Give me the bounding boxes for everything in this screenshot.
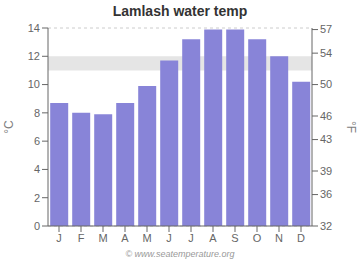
svg-text:39: 39: [320, 165, 332, 177]
svg-text:46: 46: [320, 110, 332, 122]
svg-text:S: S: [231, 232, 238, 244]
svg-text:10: 10: [28, 78, 40, 90]
svg-text:M: M: [142, 232, 151, 244]
svg-text:D: D: [297, 232, 305, 244]
svg-text:O: O: [253, 232, 262, 244]
svg-text:M: M: [98, 232, 107, 244]
svg-text:4: 4: [34, 163, 40, 175]
svg-text:43: 43: [320, 133, 332, 145]
html-text:© www.seatemperature.org: © www.seatemperature.org: [125, 249, 235, 259]
svg-text:50: 50: [320, 78, 332, 90]
svg-text:F: F: [78, 232, 85, 244]
svg-text:12: 12: [28, 50, 40, 62]
svg-text:J: J: [166, 232, 172, 244]
svg-text:°C: °C: [8, 120, 16, 134]
html-text:Lamlash water temp: Lamlash water temp: [112, 3, 248, 19]
svg-text:A: A: [209, 232, 217, 244]
svg-text:2: 2: [34, 192, 40, 204]
svg-text:32: 32: [320, 220, 332, 232]
svg-text:0: 0: [34, 220, 40, 232]
svg-text:J: J: [188, 232, 194, 244]
svg-text:6: 6: [34, 135, 40, 147]
svg-text:54: 54: [320, 47, 332, 59]
svg-text:14: 14: [28, 22, 40, 34]
svg-text:A: A: [121, 232, 129, 244]
svg-text:36: 36: [320, 188, 332, 200]
svg-text:N: N: [275, 232, 283, 244]
svg-text:8: 8: [34, 107, 40, 119]
svg-text:J: J: [56, 232, 62, 244]
svg-text:57: 57: [320, 23, 332, 35]
svg-text:°F: °F: [344, 121, 352, 133]
